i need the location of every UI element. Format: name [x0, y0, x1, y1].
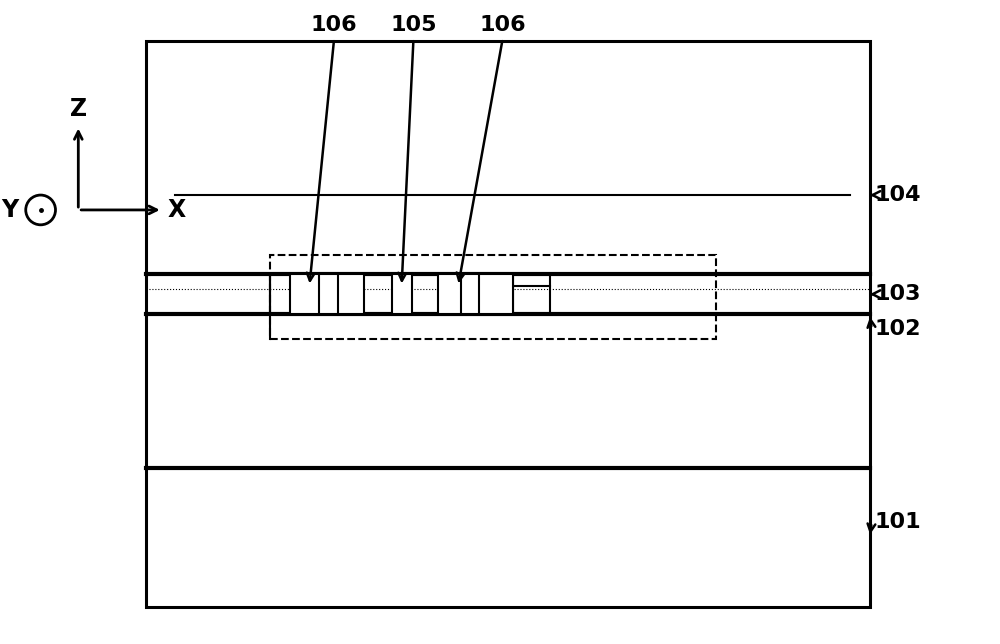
Text: 106: 106: [479, 15, 526, 35]
Text: 105: 105: [390, 15, 437, 35]
Text: 106: 106: [311, 15, 357, 35]
Text: Z: Z: [70, 97, 87, 120]
Bar: [270, 254, 716, 339]
Text: 102: 102: [875, 319, 921, 339]
Text: X: X: [168, 198, 186, 222]
Text: 104: 104: [875, 185, 921, 205]
Text: 103: 103: [875, 284, 921, 304]
Bar: [290, 274, 364, 314]
Bar: [146, 41, 870, 607]
Bar: [438, 274, 513, 314]
Text: 101: 101: [875, 513, 921, 533]
Text: Y: Y: [2, 198, 19, 222]
Bar: [392, 274, 412, 314]
